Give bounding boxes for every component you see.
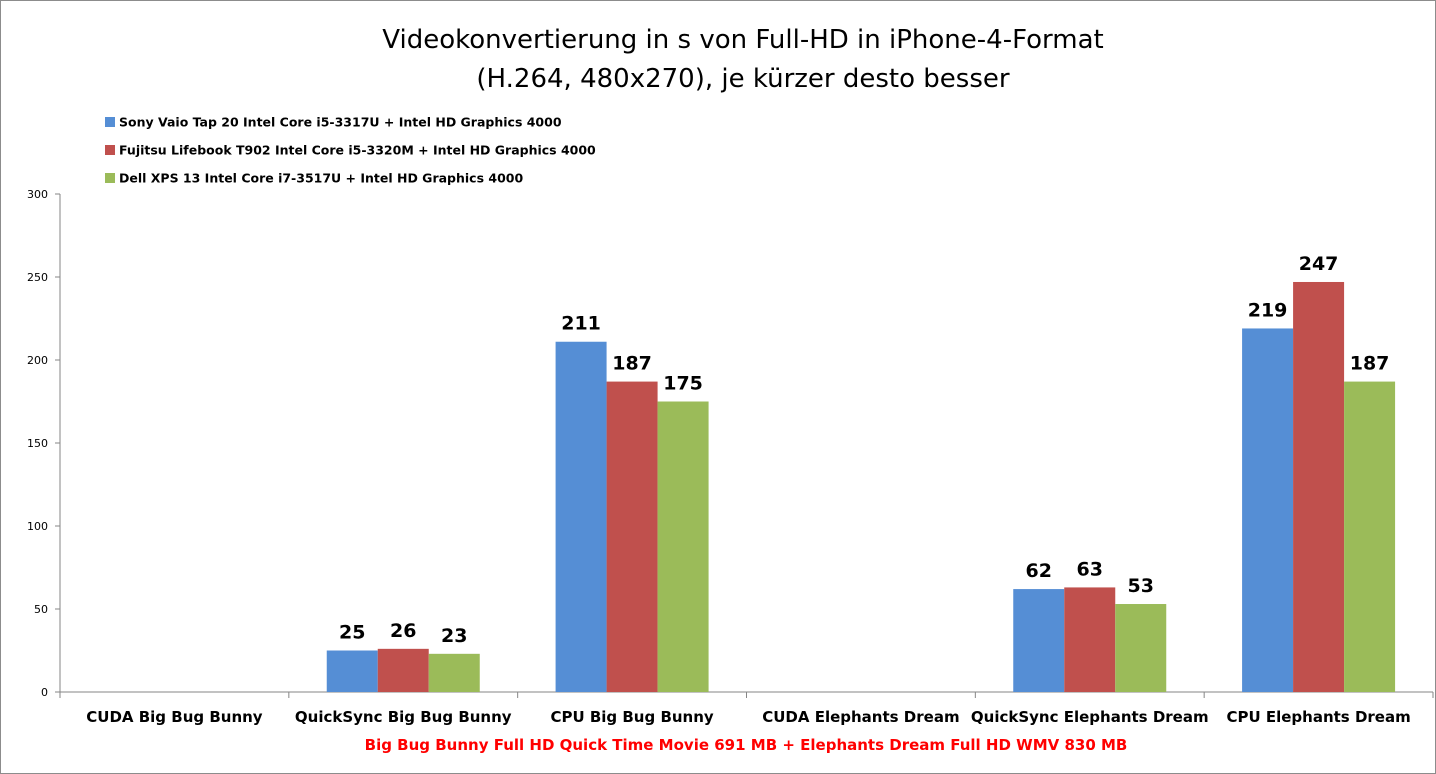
data-label: 53: [1128, 575, 1154, 597]
data-label: 175: [663, 373, 703, 395]
chart-title: Videokonvertierung in s von Full-HD in i…: [382, 25, 1103, 94]
x-tick-label: CUDA Elephants Dream: [762, 708, 959, 726]
bar: [555, 341, 607, 692]
data-label: 219: [1248, 299, 1288, 321]
x-axis-label: Big Bug Bunny Full HD Quick Time Movie 6…: [365, 736, 1128, 754]
y-tick-label: 0: [41, 686, 48, 699]
x-tick-label: CPU Big Bug Bunny: [550, 708, 713, 726]
legend: Sony Vaio Tap 20 Intel Core i5-3317U + I…: [105, 115, 596, 186]
data-label: 25: [339, 622, 365, 644]
x-tick-label: QuickSync Big Bug Bunny: [295, 708, 512, 726]
bar: [606, 381, 658, 692]
data-labels: 25 26 23 211 187 175 62 63 53 219 247 187: [339, 253, 1389, 647]
axes: 0 50 100 150 200 250 300: [27, 188, 1434, 699]
legend-swatch-2: [105, 145, 115, 155]
y-tick-label: 300: [27, 188, 48, 201]
y-tick-label: 150: [27, 437, 48, 450]
data-label: 211: [561, 313, 601, 335]
bar: [1242, 328, 1294, 692]
bar: [657, 401, 709, 692]
category-labels: CUDA Big Bug Bunny QuickSync Big Bug Bunn…: [86, 708, 1410, 726]
legend-swatch-1: [105, 117, 115, 127]
data-label: 26: [390, 620, 416, 642]
bar: [1344, 381, 1396, 692]
legend-label-1: Sony Vaio Tap 20 Intel Core i5-3317U + I…: [119, 115, 562, 130]
bar: [326, 650, 378, 692]
x-tick-label: QuickSync Elephants Dream: [971, 708, 1209, 726]
data-label: 187: [1350, 353, 1390, 375]
bar: [1115, 604, 1167, 692]
x-tick-label: CUDA Big Bug Bunny: [86, 708, 263, 726]
data-label: 187: [612, 353, 652, 375]
bar: [1293, 281, 1345, 692]
y-tick-label: 200: [27, 354, 48, 367]
y-tick-label: 100: [27, 520, 48, 533]
data-label: 23: [441, 625, 467, 647]
bar: [377, 648, 429, 692]
x-tick-label: CPU Elephants Dream: [1226, 708, 1410, 726]
data-label: 62: [1026, 560, 1052, 582]
legend-label-2: Fujitsu Lifebook T902 Intel Core i5-3320…: [119, 143, 596, 158]
data-label: 63: [1077, 558, 1103, 580]
legend-swatch-3: [105, 173, 115, 183]
bars: [326, 281, 1396, 692]
legend-label-3: Dell XPS 13 Intel Core i7-3517U + Intel …: [119, 171, 523, 186]
bar: [1064, 587, 1116, 692]
data-label: 247: [1299, 253, 1339, 275]
chart-title-line-1: Videokonvertierung in s von Full-HD in i…: [382, 25, 1103, 55]
bar: [1013, 589, 1065, 692]
chart-title-line-2: (H.264, 480x270), je kürzer desto besser: [476, 64, 1009, 94]
y-tick-label: 250: [27, 271, 48, 284]
bar: [428, 653, 480, 692]
y-tick-label: 50: [34, 603, 48, 616]
